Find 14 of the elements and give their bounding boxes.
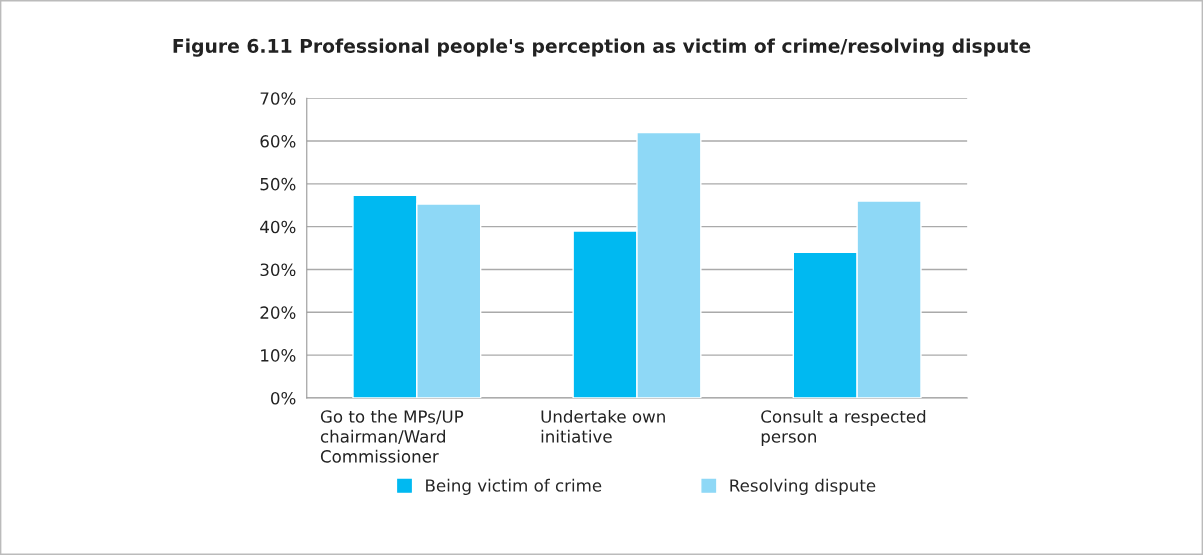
x-tick-label: Consult a respected person (761, 409, 926, 446)
y-tick-label: 0% (271, 391, 296, 405)
chart-title: Figure 6.11 Professional people's perception as victim of crime/resolving dispute (173, 38, 1031, 57)
y-tick-label: 40% (260, 220, 296, 234)
y-tick-label: 60% (260, 135, 296, 148)
y-tick-label: 70% (260, 92, 296, 105)
x-tick-label: Undertake own initiative (541, 409, 665, 443)
y-tick-label: 10% (261, 349, 296, 362)
y-tick-label: 30% (260, 263, 296, 277)
x-tick-label: Go to the MPs/UP chairman/Ward Commissioner (320, 409, 464, 463)
legend-label: Being victim of crime (426, 478, 602, 495)
legend-label: Resolving dispute (730, 478, 876, 495)
y-tick-label: 20% (260, 306, 296, 319)
y-tick-label: 50% (260, 177, 296, 191)
